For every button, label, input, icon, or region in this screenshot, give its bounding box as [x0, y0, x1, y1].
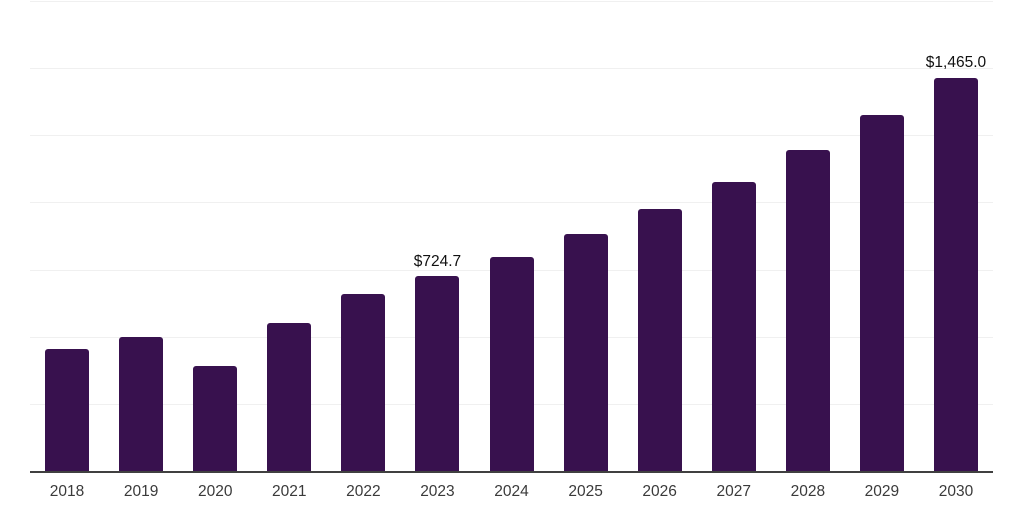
bar-2028 — [785, 150, 830, 471]
bar-2027 — [711, 182, 756, 471]
x-tick-2029: 2029 — [864, 483, 900, 500]
bar-2022 — [341, 294, 386, 471]
bar-slot-2018 — [30, 1, 104, 471]
x-axis-tick-labels: 2018 2019 2020 2021 2022 2023 2024 2025 2026 2027… — [30, 483, 993, 502]
bar-slot-2024 — [474, 1, 548, 471]
x-tick-2030: 2030 — [938, 483, 974, 500]
bar-slot-2027 — [697, 1, 771, 471]
x-tick-2019: 2019 — [123, 483, 159, 500]
bar-slot-2029 — [845, 1, 919, 471]
bar-2024 — [489, 256, 534, 471]
bar-slot-2021 — [252, 1, 326, 471]
value-label-2023: $724.7 — [413, 252, 462, 270]
bar-slots: $724.7 $1,465.0 — [30, 1, 993, 471]
bar-2020 — [193, 366, 238, 471]
bar-2019 — [119, 337, 164, 471]
bar-slot-2030: $1,465.0 — [919, 1, 993, 471]
bar-2021 — [267, 323, 312, 471]
x-tick-2020: 2020 — [197, 483, 233, 500]
x-tick-2028: 2028 — [790, 483, 826, 500]
x-tick-2022: 2022 — [346, 483, 381, 500]
bar-2023 — [415, 276, 460, 471]
gridline-1250 — [30, 135, 993, 137]
bar-slot-2019 — [104, 1, 178, 471]
x-tick-2026: 2026 — [642, 483, 677, 500]
x-tick-2025: 2025 — [568, 483, 603, 500]
bar-slot-2028 — [771, 1, 845, 471]
bar-2025 — [563, 233, 608, 471]
x-tick-2027: 2027 — [716, 483, 751, 500]
bar-2030 — [933, 77, 978, 471]
plot-area: $724.7 $1,465.0 — [30, 1, 993, 473]
x-tick-2024: 2024 — [494, 483, 529, 500]
value-label-2030: $1,465.0 — [925, 54, 987, 72]
gridline-1750 — [30, 1, 993, 2]
bar-slot-2023: $724.7 — [400, 1, 474, 471]
bar-slot-2020 — [178, 1, 252, 471]
bar-slot-2025 — [549, 1, 623, 471]
bar-2026 — [637, 208, 682, 471]
gridline-1500 — [30, 68, 993, 70]
bar-2029 — [859, 114, 904, 471]
x-tick-2018: 2018 — [49, 483, 85, 500]
gridline-1000 — [30, 202, 993, 204]
x-tick-2023: 2023 — [420, 483, 455, 500]
bar-slot-2022 — [326, 1, 400, 471]
bar-slot-2026 — [623, 1, 697, 471]
x-tick-2021: 2021 — [272, 483, 307, 500]
bar-2018 — [45, 349, 90, 471]
